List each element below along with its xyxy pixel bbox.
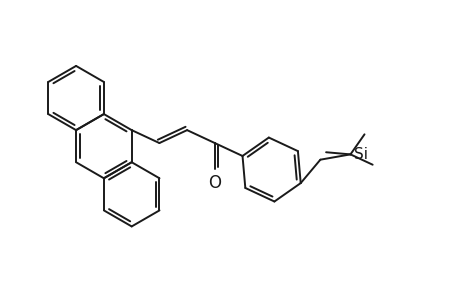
Text: Si: Si (353, 147, 367, 162)
Text: O: O (208, 174, 221, 192)
